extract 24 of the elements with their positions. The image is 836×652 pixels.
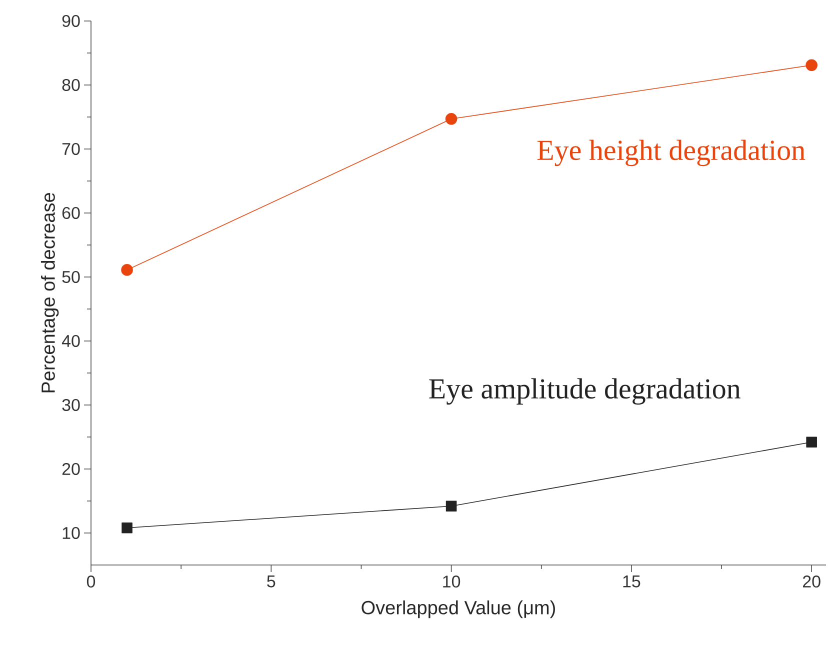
y-tick-label: 90 bbox=[62, 14, 80, 28]
x-tick-label: 15 bbox=[623, 576, 640, 588]
x-tick-label: 0 bbox=[86, 576, 96, 588]
y-tick-label: 60 bbox=[62, 206, 80, 220]
y-tick-label: 80 bbox=[62, 78, 80, 92]
point bbox=[121, 264, 133, 276]
y-tick-label: 30 bbox=[62, 398, 80, 412]
point bbox=[806, 59, 818, 72]
y-tick-label: 50 bbox=[62, 270, 80, 284]
point bbox=[806, 436, 817, 448]
y-tick-label: 70 bbox=[62, 142, 80, 156]
series-label: Eye height degradation bbox=[537, 140, 806, 166]
x-axis-title: Overlapped Value (μm) bbox=[362, 600, 555, 618]
x-tick-label: 10 bbox=[443, 576, 460, 588]
series-label: Eye amplitude degradation bbox=[429, 378, 740, 405]
y-tick-label: 20 bbox=[62, 462, 80, 476]
x-tick-label: 5 bbox=[267, 576, 276, 588]
point bbox=[446, 500, 457, 512]
y-tick-label: 40 bbox=[62, 334, 80, 348]
point bbox=[445, 113, 458, 125]
x-tick-label: 20 bbox=[802, 576, 820, 588]
y-axis-title: Percentage of decrease bbox=[40, 193, 59, 392]
point bbox=[122, 522, 132, 534]
y-tick-label: 10 bbox=[62, 526, 80, 540]
